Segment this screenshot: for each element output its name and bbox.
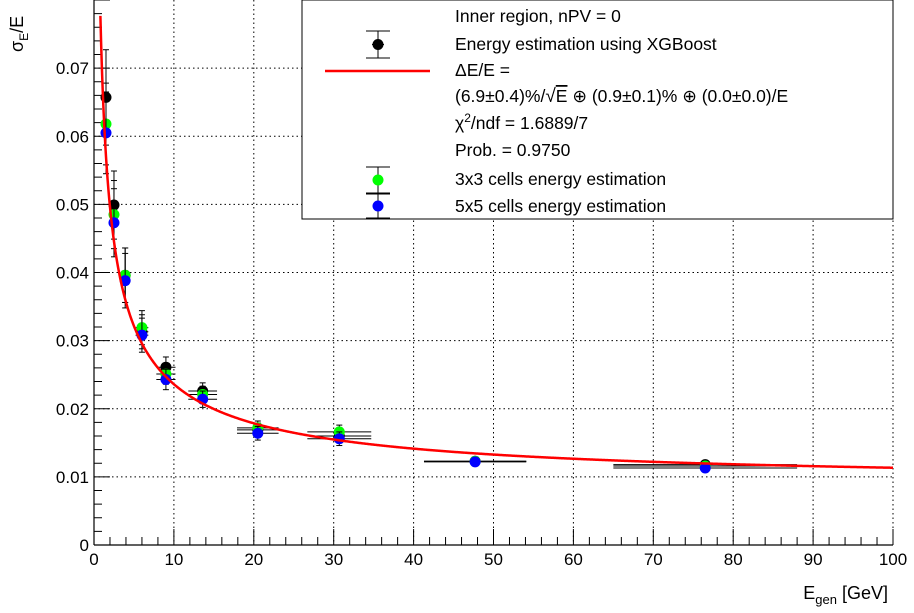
y-axis-title: σE/E <box>7 16 31 52</box>
x-tick-label: 10 <box>164 550 183 569</box>
data-marker <box>252 427 264 439</box>
legend-entry-5x5: 5x5 cells energy estimation <box>455 196 666 216</box>
legend-fit-line2-a: (6.9±0.4)%/ <box>455 86 545 106</box>
legend-marker-xgboost <box>366 30 390 59</box>
data-point <box>156 368 176 391</box>
legend-entry-3x3: 3x3 cells energy estimation <box>455 169 666 189</box>
y-tick-label: 0.03 <box>56 332 89 351</box>
x-axis-title-sub: gen <box>815 592 837 607</box>
tick-labels: 0 10 20 30 40 50 60 70 80 90 100 0 0.01 0.02 0.03 0.04 0… <box>56 59 907 569</box>
legend-fit-line2-sqrt: E <box>556 86 568 106</box>
legend-fit-line2: (6.9±0.4)%/√E ⊕ (0.9±0.1)% ⊕ (0.0±0.0)/E <box>455 86 788 107</box>
data-marker <box>160 373 172 385</box>
x-tick-label: 80 <box>724 550 743 569</box>
x-tick-label: 20 <box>244 550 263 569</box>
x-tick-label: 50 <box>484 550 503 569</box>
y-tick-label: 0.04 <box>56 264 89 283</box>
data-marker <box>699 462 711 474</box>
x-axis-title: Egen [GeV] <box>803 583 888 607</box>
y-axis-title-sigma: σ <box>7 41 27 52</box>
x-tick-label: 40 <box>404 550 423 569</box>
fit-curve <box>99 15 894 469</box>
y-axis-title-rest: /E <box>7 16 27 33</box>
x-tick-label: 100 <box>879 550 907 569</box>
legend-chi2-sup: 2 <box>464 111 471 125</box>
x-axis-title-main: E <box>803 583 815 603</box>
legend-chi2-a: χ <box>455 113 464 133</box>
legend-fit-line1: ΔE/E = <box>455 60 510 80</box>
legend-marker-3x3 <box>366 166 390 194</box>
legend-box <box>301 0 894 220</box>
x-tick-label: 70 <box>644 550 663 569</box>
axes <box>93 0 894 546</box>
x-tick-label: 90 <box>804 550 823 569</box>
legend-chi2-b: /ndf = 1.6889/7 <box>471 113 588 133</box>
y-tick-label: 0.07 <box>56 59 89 78</box>
legend: Inner region, nPV = 0 Energy estimation … <box>301 0 894 220</box>
y-tick-label: 0 <box>80 536 89 555</box>
x-tick-label: 30 <box>324 550 343 569</box>
legend-entry-xgboost: Energy estimation using XGBoost <box>455 34 717 54</box>
legend-marker-5x5 <box>366 193 390 219</box>
sqrt-icon: √ <box>545 86 556 107</box>
legend-header: Inner region, nPV = 0 <box>455 6 621 26</box>
y-tick-label: 0.01 <box>56 468 89 487</box>
legend-fit-line2-b: ⊕ (0.9±0.1)% ⊕ (0.0±0.0)/E <box>567 86 788 106</box>
data-point <box>237 425 279 441</box>
y-tick-label: 0.05 <box>56 195 89 214</box>
data-point <box>423 456 527 468</box>
y-tick-label: 0.06 <box>56 127 89 146</box>
data-marker <box>469 456 481 468</box>
data-point <box>613 462 798 474</box>
y-axis-title-sub: E <box>17 33 31 41</box>
x-tick-label: 60 <box>564 550 583 569</box>
legend-prob: Prob. = 0.9750 <box>455 140 571 160</box>
y-tick-label: 0.02 <box>56 400 89 419</box>
x-axis-title-unit: [GeV] <box>837 583 888 603</box>
legend-chi2: χ2/ndf = 1.6889/7 <box>455 111 588 133</box>
series-3 <box>100 91 798 474</box>
x-tick-label: 0 <box>89 550 98 569</box>
data-marker <box>100 127 112 139</box>
